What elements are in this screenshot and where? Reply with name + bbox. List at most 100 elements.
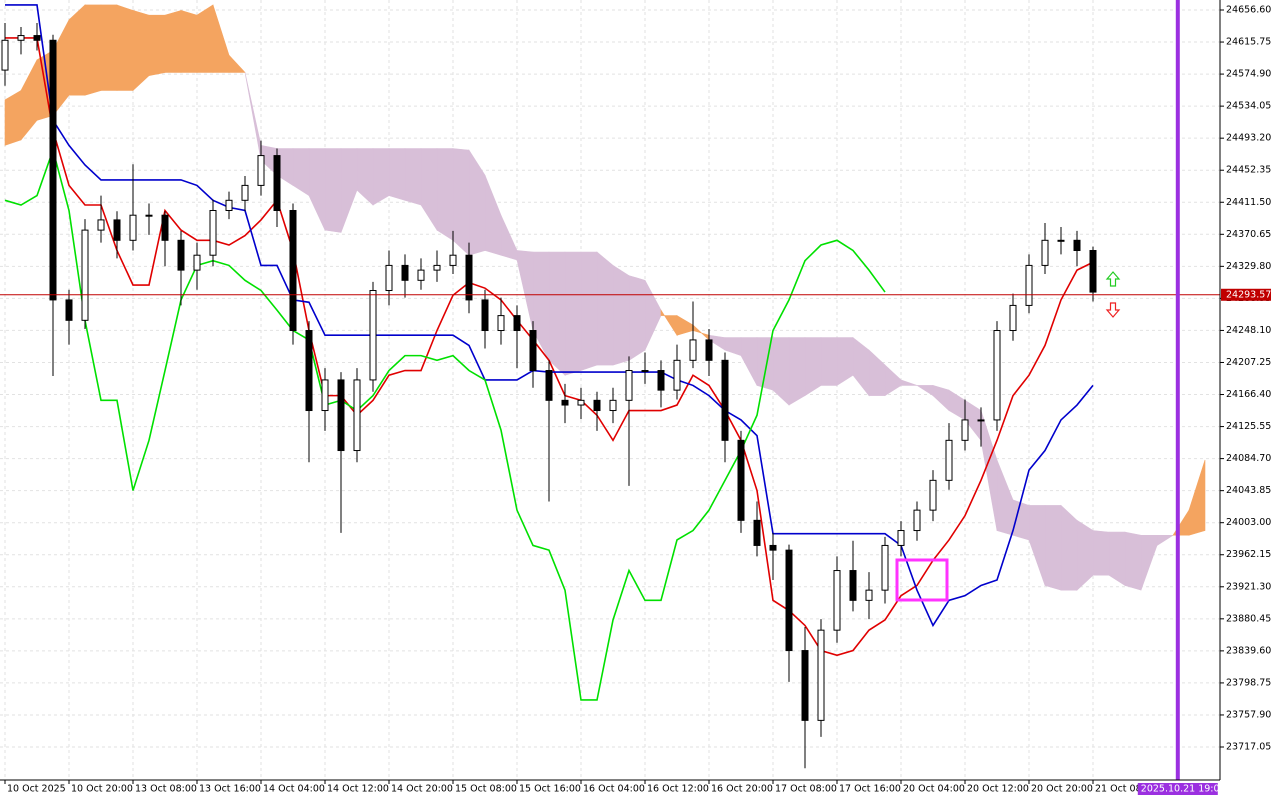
x-tick-label: 13 Oct 08:00 <box>135 784 197 795</box>
cloud-segment <box>388 148 406 201</box>
candle-body <box>657 370 665 391</box>
cloud-segment <box>1124 531 1142 591</box>
cloud-segment <box>596 251 614 366</box>
candle-body <box>577 399 585 406</box>
candle-body <box>113 219 121 241</box>
cloud-segment <box>404 148 422 206</box>
candle-body <box>913 509 921 532</box>
y-tick-label: 24411.50 <box>1226 197 1271 208</box>
candle-body <box>833 570 841 631</box>
y-tick-label: 24125.55 <box>1226 421 1271 432</box>
candle-body <box>337 379 345 452</box>
candle-body <box>673 359 681 391</box>
candle-body <box>17 35 25 41</box>
cloud-segment <box>436 148 454 241</box>
y-tick-label: 24493.20 <box>1226 133 1271 144</box>
x-tick-label: 20 Oct 04:00 <box>903 784 965 795</box>
candle-body <box>193 254 201 271</box>
x-tick-label: 15 Oct 16:00 <box>519 784 581 795</box>
candle-body <box>1041 239 1049 266</box>
candles <box>1 23 1097 769</box>
x-tick-label: 16 Oct 12:00 <box>647 784 709 795</box>
cloud-segment <box>84 4 102 96</box>
y-tick-label: 24084.70 <box>1226 453 1271 464</box>
candle-body <box>225 199 233 211</box>
candle-body <box>1009 304 1017 332</box>
x-tick-label: 14 Oct 12:00 <box>327 784 389 795</box>
candle-body <box>129 214 137 241</box>
cloud <box>4 4 1206 591</box>
cloud-segment <box>148 14 166 76</box>
x-tick-label: 14 Oct 20:00 <box>391 784 453 795</box>
candle-body <box>177 239 185 271</box>
y-tick-label: 24207.25 <box>1226 357 1271 368</box>
candle-body <box>369 290 377 381</box>
cloud-segment <box>180 10 198 73</box>
candle-body <box>81 229 89 321</box>
y-tick-label: 24248.10 <box>1226 325 1271 336</box>
candle-body <box>801 650 809 721</box>
cloud-segment <box>324 148 342 233</box>
candle-body <box>273 155 281 211</box>
candle-body <box>257 155 265 186</box>
cloud-segment <box>580 251 598 371</box>
x-tick-label: 14 Oct 04:00 <box>263 784 325 795</box>
candle-body <box>1057 239 1065 242</box>
candle-body <box>881 544 889 591</box>
buy-arrow <box>1105 271 1121 287</box>
cloud-segment <box>548 251 566 376</box>
cloud-segment <box>788 337 806 406</box>
cloud-segment <box>900 379 918 386</box>
x-tick-label: 15 Oct 08:00 <box>455 784 517 795</box>
candle-body <box>817 629 825 721</box>
x-tick-label: 20 Oct 20:00 <box>1031 784 1093 795</box>
candle-body <box>929 479 937 511</box>
cloud-segment <box>116 4 134 91</box>
y-tick-label: 24003.00 <box>1226 517 1271 528</box>
cloud-segment <box>612 264 630 366</box>
candle-body <box>353 379 361 452</box>
y-tick-label: 23839.60 <box>1226 645 1271 656</box>
candle-body <box>401 264 409 281</box>
candle-body <box>529 330 537 372</box>
cloud-segment <box>1092 530 1110 576</box>
x-tick-label: 10 Oct 2025 <box>7 784 66 795</box>
cloud-segment <box>372 148 390 206</box>
x-tick-label: 17 Oct 16:00 <box>839 784 901 795</box>
cloud-segment <box>804 337 822 397</box>
sell-arrow <box>1105 302 1121 318</box>
candle-body <box>609 399 617 412</box>
axes: 24656.60 24615.75 24574.90 24534.05 24493.20… <box>4 5 1271 795</box>
x-tick-label: 20 Oct 12:00 <box>967 784 1029 795</box>
candle-body <box>977 419 985 422</box>
cloud-segment <box>228 54 246 73</box>
cloud-segment <box>1188 459 1206 536</box>
candle-body <box>305 330 313 412</box>
candle-body <box>65 299 73 321</box>
candle-body <box>721 359 729 441</box>
time-label: 2025.10.21 19:00 <box>1141 784 1226 795</box>
cloud-segment <box>1044 505 1062 591</box>
y-tick-label: 24329.80 <box>1226 261 1271 272</box>
price-label: 24293.57 <box>1226 289 1271 300</box>
y-tick-label: 23717.05 <box>1226 741 1271 752</box>
y-tick-label: 24574.90 <box>1226 69 1271 80</box>
cloud-segment <box>4 89 22 146</box>
candle-body <box>33 35 41 41</box>
candle-body <box>1089 250 1097 293</box>
cloud-segment <box>68 4 86 96</box>
y-tick-label: 24370.65 <box>1226 229 1271 240</box>
candle-body <box>961 419 969 441</box>
highlight-box <box>895 558 949 602</box>
cloud-segment <box>564 251 582 376</box>
candle-body <box>945 439 953 481</box>
candle-body <box>769 544 777 551</box>
price-label-bg <box>1221 288 1271 301</box>
x-tick-label: 16 Oct 20:00 <box>711 784 773 795</box>
x-tick-label: 13 Oct 16:00 <box>199 784 261 795</box>
candle-body <box>1 39 9 71</box>
cloud-segment <box>196 4 214 73</box>
time-label-bg <box>1137 783 1218 795</box>
